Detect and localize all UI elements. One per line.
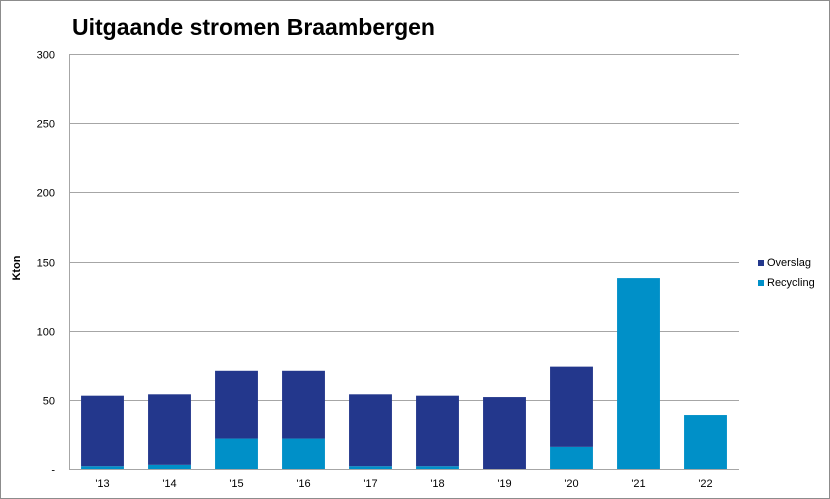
bar-recycling-7 <box>550 446 593 469</box>
y-tick-label: 200 <box>37 188 55 200</box>
legend-swatch-recycling <box>758 280 764 286</box>
legend-label-overslag: Overslag <box>767 257 812 269</box>
bar-recycling-2 <box>215 438 258 469</box>
legend-item-overslag: Overslag <box>758 253 815 273</box>
bar-overslag-2 <box>215 370 258 439</box>
y-tick-label: 100 <box>37 327 55 339</box>
bar-recycling-8 <box>617 278 660 469</box>
y-tick-label: 250 <box>37 119 55 131</box>
legend: Overslag Recycling <box>758 253 815 293</box>
legend-label-recycling: Recycling <box>767 277 815 289</box>
y-tick-label: - <box>51 465 55 477</box>
y-tick-label: 300 <box>37 50 55 62</box>
x-tick-label: '22 <box>698 478 712 490</box>
bar-recycling-3 <box>282 438 325 469</box>
x-tick-label: '19 <box>497 478 511 490</box>
bar-recycling-1 <box>148 464 191 469</box>
legend-swatch-overslag <box>758 260 764 266</box>
bar-recycling-9 <box>684 415 727 469</box>
y-tick-label: 150 <box>37 258 55 270</box>
bar-overslag-6 <box>483 397 526 469</box>
x-tick-label: '18 <box>430 478 444 490</box>
x-tick-label: '14 <box>162 478 176 490</box>
bar-recycling-5 <box>416 466 459 469</box>
x-tick-label: '20 <box>564 478 578 490</box>
x-tick-label: '17 <box>363 478 377 490</box>
x-tick-label: '15 <box>229 478 243 490</box>
chart-title: Uitgaande stromen Braambergen <box>72 14 435 40</box>
bar-recycling-4 <box>349 466 392 469</box>
bar-overslag-5 <box>416 395 459 467</box>
bar-overslag-0 <box>81 395 124 467</box>
bar-overslag-7 <box>550 366 593 447</box>
bar-recycling-0 <box>81 466 124 469</box>
x-tick-label: '16 <box>296 478 310 490</box>
legend-item-recycling: Recycling <box>758 273 815 293</box>
x-tick-label: '21 <box>631 478 645 490</box>
bar-overslag-1 <box>148 394 191 465</box>
bar-overslag-3 <box>282 370 325 439</box>
x-tick-label: '13 <box>95 478 109 490</box>
bar-overslag-4 <box>349 394 392 467</box>
y-tick-label: 50 <box>43 396 55 408</box>
